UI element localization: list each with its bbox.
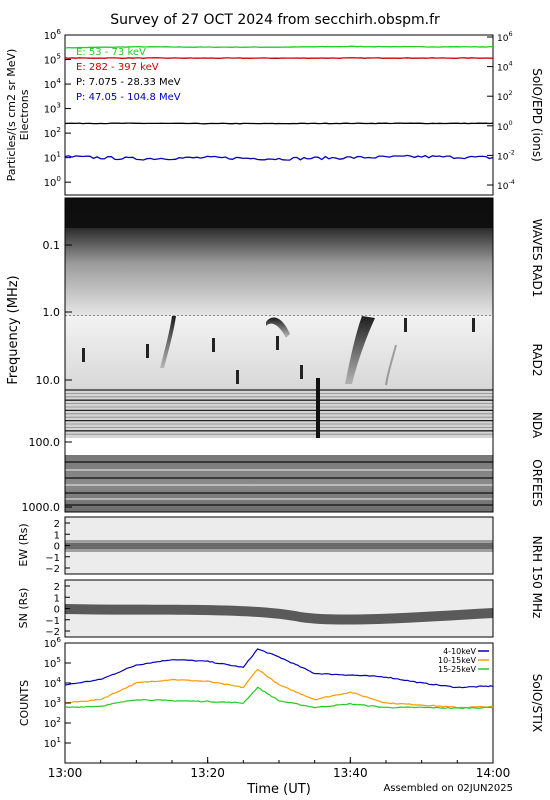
type-iii-burst bbox=[266, 317, 290, 338]
time-tick-label: 14:00 bbox=[476, 766, 511, 780]
particles-right-tick-label: 104 bbox=[497, 60, 513, 74]
stix-frame bbox=[64, 642, 494, 764]
nrh-sn-tick-label: 1 bbox=[54, 593, 60, 604]
rad2-spike bbox=[212, 338, 215, 352]
nrh-sn-tick-label: −2 bbox=[45, 627, 60, 638]
stix-tick-label: 101 bbox=[44, 735, 61, 750]
time-axis: 13:00 13:20 13:40 14:00 bbox=[48, 757, 511, 780]
particles-left-tick-label: 102 bbox=[44, 125, 61, 140]
particles-right-label: SolO/EPD (ions) bbox=[530, 68, 544, 162]
particles-left-tick-label: 101 bbox=[44, 150, 61, 165]
particles-frame bbox=[64, 34, 494, 196]
label-rad2: RAD2 bbox=[530, 344, 544, 377]
nrh-sn-band bbox=[65, 604, 493, 625]
time-tick-label: 13:00 bbox=[48, 766, 83, 780]
particles-line-3 bbox=[64, 122, 494, 125]
nrh-ew-ylabel: EW (Rs) bbox=[17, 523, 30, 566]
particles-right-tick-label: 10-2 bbox=[497, 148, 515, 162]
time-tick-label: 13:20 bbox=[190, 766, 225, 780]
particles-left-tick-label: 105 bbox=[44, 52, 61, 67]
rad2-spike bbox=[82, 348, 85, 362]
nda-gap bbox=[65, 438, 493, 455]
type-iii-burst bbox=[345, 316, 375, 384]
particles-right-tick-label: 10-4 bbox=[497, 178, 515, 192]
waves-rad2-spectrogram bbox=[65, 316, 493, 388]
orfees-spectrogram bbox=[65, 455, 493, 512]
particles-left-tick-label: 104 bbox=[44, 76, 62, 91]
stix-tick-label: 106 bbox=[44, 635, 62, 650]
burst-drift bbox=[316, 378, 320, 438]
figure-title: Survey of 27 OCT 2024 from secchirh.obsp… bbox=[110, 12, 440, 28]
particles-line-1 bbox=[64, 45, 494, 49]
radio-spectrogram-panel: 0.1 1.0 10.0 100.0 1000.0 Frequency (MHz) WA… bbox=[6, 197, 544, 514]
particles-panel: E: 53 - 73 keV E: 282 - 397 keV P: 7.075 -… bbox=[5, 27, 544, 196]
nrh-ew-tick-label: −2 bbox=[45, 564, 60, 575]
rad2-spike bbox=[472, 318, 475, 332]
nrh-ew-tick-label: 1 bbox=[54, 530, 60, 541]
radio-tick-label: 0.1 bbox=[43, 239, 61, 252]
stix-ylabel: COUNTS bbox=[18, 680, 31, 726]
stix-legend-1: 4-10keV bbox=[443, 647, 476, 656]
radio-tick-label: 1000.0 bbox=[22, 501, 61, 514]
stix-line-1 bbox=[64, 648, 494, 689]
particles-ylabel-sub: Electrons bbox=[18, 89, 31, 140]
nda-spectrogram bbox=[65, 388, 493, 438]
particles-left-tick-label: 106 bbox=[44, 27, 62, 42]
nrh-sn-ylabel: SN (Rs) bbox=[17, 588, 30, 629]
radio-tick-label: 1.0 bbox=[43, 306, 61, 319]
particles-line-4 bbox=[64, 154, 494, 161]
label-waves-rad1: WAVES RAD1 bbox=[530, 219, 544, 298]
radio-frame bbox=[64, 197, 494, 513]
rad2-spike bbox=[276, 336, 279, 350]
particles-left-tick-label: 103 bbox=[44, 101, 61, 116]
nrh-right-label: NRH 150 MHz bbox=[530, 536, 544, 619]
particles-left-tick-label: 100 bbox=[44, 174, 62, 189]
particles-right-tick-label: 102 bbox=[497, 89, 513, 103]
nrh-sn-tick-label: −1 bbox=[45, 616, 60, 627]
assembled-note: Assembled on 02JUN2025 bbox=[383, 783, 513, 794]
radio-tick-label: 10.0 bbox=[36, 374, 61, 387]
radio-ylabel: Frequency (MHz) bbox=[6, 275, 21, 384]
nrh-ew-tick-label: 0 bbox=[54, 542, 60, 553]
stix-legend-3: 15-25keV bbox=[438, 665, 477, 674]
label-nda: NDA bbox=[530, 412, 544, 439]
particles-ylabel: Particles/(s cm2 sr MeV) bbox=[5, 49, 18, 182]
stix-tick-label: 105 bbox=[44, 655, 61, 670]
rad2-spike bbox=[300, 365, 303, 379]
stix-line-2 bbox=[64, 668, 494, 709]
particles-right-tick-label: 106 bbox=[497, 30, 513, 44]
rad1-dark-top bbox=[65, 198, 493, 228]
particles-legend-2: E: 282 - 397 keV bbox=[76, 62, 159, 73]
rad2-spike bbox=[404, 318, 407, 332]
stix-legend-2: 10-15keV bbox=[438, 656, 477, 665]
nrh-ew-core bbox=[65, 543, 493, 549]
nrh-ew-tick-label: 2 bbox=[54, 519, 60, 530]
label-orfees: ORFEES bbox=[530, 459, 544, 506]
radio-tick-label: 100.0 bbox=[29, 436, 61, 449]
nrh-ew-tick-label: −1 bbox=[45, 553, 60, 564]
stix-right-label: SolO/STIX bbox=[530, 674, 544, 733]
stix-tick-label: 102 bbox=[44, 715, 61, 730]
particles-legend-4: P: 47.05 - 104.8 MeV bbox=[76, 92, 181, 103]
x-axis-label: Time (UT) bbox=[246, 782, 311, 797]
nrh-sn-tick-label: 2 bbox=[54, 582, 60, 593]
nrh-sn-tick-label: 0 bbox=[54, 605, 60, 616]
rad2-fade-burst bbox=[385, 344, 397, 386]
rad2-spike bbox=[146, 344, 149, 358]
stix-tick-label: 103 bbox=[44, 695, 61, 710]
particles-line-2 bbox=[64, 57, 493, 59]
time-tick-label: 13:40 bbox=[333, 766, 368, 780]
stix-tick-label: 104 bbox=[44, 675, 62, 690]
type-iii-burst bbox=[160, 316, 176, 368]
stix-line-3 bbox=[64, 686, 494, 710]
particles-right-tick-label: 100 bbox=[497, 119, 513, 133]
particles-legend-1: E: 53 - 73 keV bbox=[76, 47, 146, 58]
particles-legend-3: P: 7.075 - 28.33 MeV bbox=[76, 77, 181, 88]
rad2-spike bbox=[236, 370, 239, 384]
